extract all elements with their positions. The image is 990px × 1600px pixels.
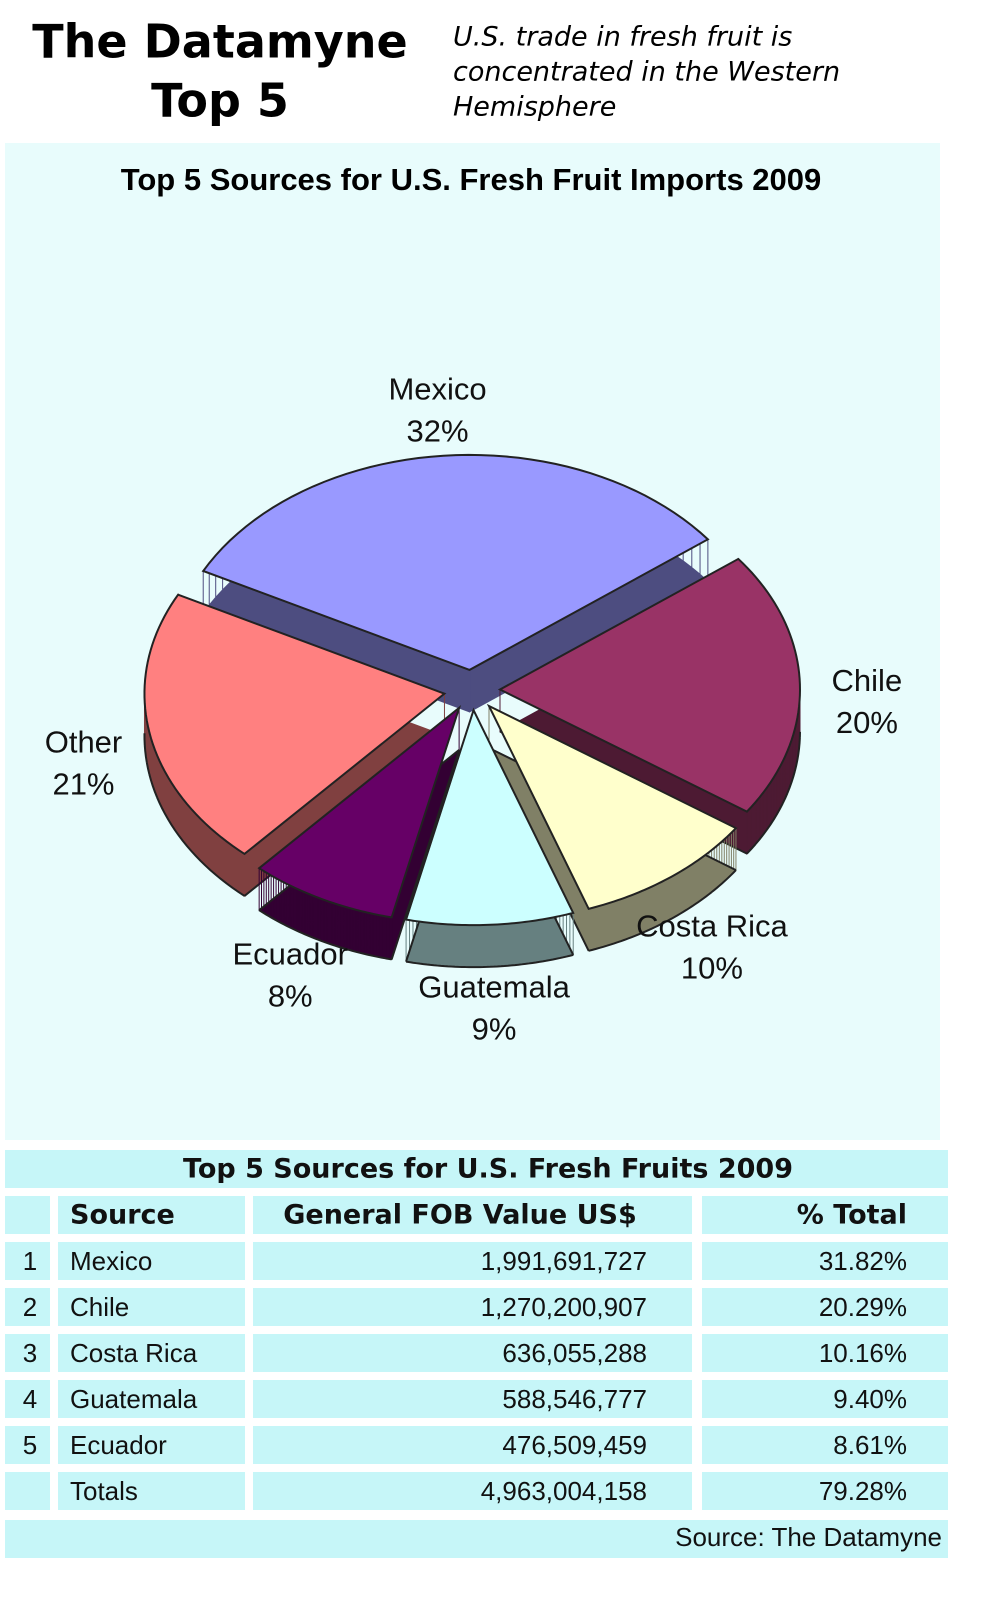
slice-top: [404, 707, 575, 927]
table-cell: [253, 1380, 692, 1418]
fob-value: 1,270,200,907: [481, 1292, 647, 1322]
chart-title: Top 5 Sources for U.S. Fresh Fruit Impor…: [121, 162, 822, 197]
pie-slice: [143, 593, 447, 897]
table-cell: [702, 1196, 948, 1234]
table-cell: [702, 1242, 948, 1280]
percent-total: 8.61%: [833, 1430, 907, 1460]
source: Chile: [70, 1292, 129, 1322]
table-cell: [702, 1426, 948, 1464]
slice-edge: [258, 749, 461, 961]
table-cell: [5, 1196, 50, 1234]
table-cell: [58, 1334, 245, 1372]
footer-cell: [5, 1520, 948, 1558]
fob-value: 588,546,777: [502, 1384, 647, 1414]
slice-value-label: 10%: [681, 951, 743, 986]
percent-total: 79.28%: [819, 1476, 907, 1506]
header-subtitle: U.S. trade in fresh fruit is: [453, 22, 792, 53]
pie-slice: [404, 707, 575, 969]
percent-total: 31.82%: [819, 1246, 907, 1276]
slice-label: Other: [45, 724, 123, 759]
table-cell: [253, 1426, 692, 1464]
percent-total: 9.40%: [833, 1384, 907, 1414]
percent-total: 20.29%: [819, 1292, 907, 1322]
table-cell: [58, 1426, 245, 1464]
rank: 3: [23, 1338, 37, 1368]
fob-value: 4,963,004,158: [481, 1476, 647, 1506]
table-cell: [58, 1196, 245, 1234]
slice-top: [486, 703, 738, 910]
slice-value-label: 20%: [836, 705, 898, 740]
table-cell: [253, 1196, 692, 1234]
pie-slice: [257, 705, 462, 961]
pie-slice: [486, 703, 738, 952]
table-cell: [253, 1242, 692, 1280]
fob-value: 476,509,459: [502, 1430, 647, 1460]
slice-label: Chile: [832, 663, 903, 698]
source: Guatemala: [70, 1384, 198, 1414]
slice-edge: [499, 730, 801, 855]
table-title: Top 5 Sources for U.S. Fresh Fruits 2009: [183, 1154, 793, 1185]
rank: 4: [23, 1384, 37, 1414]
header-subtitle: concentrated in the Western: [453, 57, 840, 88]
slice-top: [497, 557, 801, 813]
table-cell: [5, 1242, 50, 1280]
table-cell: [5, 1380, 50, 1418]
slice-label: Costa Rica: [636, 909, 788, 944]
table-cell: [5, 1472, 50, 1510]
source: Ecuador: [70, 1430, 167, 1460]
source: Totals: [70, 1476, 138, 1506]
source: Costa Rica: [70, 1338, 198, 1368]
table-cell: [5, 1288, 50, 1326]
source-note: Source: The Datamyne: [675, 1522, 942, 1552]
table-cell: [702, 1288, 948, 1326]
table-cell: [253, 1334, 692, 1372]
slice-value-label: 9%: [472, 1012, 517, 1047]
table-cell: [58, 1380, 245, 1418]
table-cell: [58, 1288, 245, 1326]
slice-value-label: 21%: [52, 766, 114, 801]
fob-value: 1,991,691,727: [481, 1246, 647, 1276]
slice-top: [257, 705, 462, 919]
header-title: The Datamyne: [32, 15, 407, 69]
table-cell: [58, 1472, 245, 1510]
table-cell: [5, 1334, 50, 1372]
column-header: % Total: [797, 1200, 907, 1231]
rank: 2: [23, 1292, 37, 1322]
table-cell: [58, 1242, 245, 1280]
slice-top: [143, 593, 447, 856]
slice-top: [201, 453, 710, 672]
percent-total: 10.16%: [819, 1338, 907, 1368]
header-title: Top 5: [151, 74, 289, 128]
table-cell: [702, 1334, 948, 1372]
column-header: General FOB Value US$: [283, 1200, 637, 1231]
table-cell: [253, 1472, 692, 1510]
table-cell: [5, 1426, 50, 1464]
table-cell: [702, 1472, 948, 1510]
column-header: Source: [70, 1200, 175, 1231]
table-title-cell: [5, 1150, 948, 1188]
header-subtitle: Hemisphere: [453, 92, 616, 123]
slice-value-label: 8%: [268, 979, 313, 1014]
rank: 5: [23, 1430, 37, 1460]
fob-value: 636,055,288: [502, 1338, 647, 1368]
pie: Mexico 32% Chile 20% Other 21% Costa Rica 10% Ec…: [45, 371, 902, 1046]
table: Top 5 Sources for U.S. Fresh Fruits 2009…: [5, 1150, 948, 1558]
slice-value-label: 32%: [407, 413, 469, 448]
table-cell: [253, 1288, 692, 1326]
table-cell: [702, 1380, 948, 1418]
slice-label: Guatemala: [418, 970, 570, 1005]
source: Mexico: [70, 1246, 152, 1276]
rank: 1: [23, 1246, 37, 1276]
slice-label: Ecuador: [232, 937, 347, 972]
slice-label: Mexico: [388, 371, 486, 406]
